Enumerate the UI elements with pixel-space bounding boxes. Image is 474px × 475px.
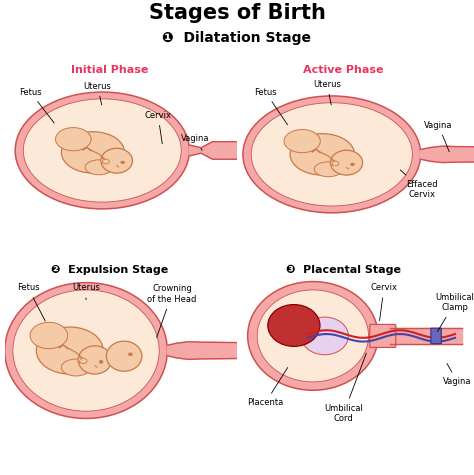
Text: Placenta: Placenta (247, 368, 288, 407)
Ellipse shape (257, 290, 369, 382)
Ellipse shape (301, 317, 348, 355)
Ellipse shape (36, 327, 103, 374)
Text: Vagina: Vagina (443, 363, 472, 386)
Text: Crowning
of the Head: Crowning of the Head (147, 285, 197, 337)
Ellipse shape (85, 160, 113, 175)
Ellipse shape (62, 359, 91, 376)
Ellipse shape (268, 304, 320, 346)
Ellipse shape (78, 357, 82, 363)
FancyBboxPatch shape (370, 324, 396, 347)
Ellipse shape (80, 358, 87, 363)
Text: Cervix: Cervix (371, 284, 397, 321)
Text: ❸  Placental Stage: ❸ Placental Stage (286, 265, 401, 275)
Ellipse shape (5, 283, 167, 418)
Text: Vagina: Vagina (181, 134, 210, 151)
Polygon shape (373, 329, 392, 343)
Text: Uterus: Uterus (84, 82, 111, 105)
Ellipse shape (243, 96, 421, 213)
Ellipse shape (106, 341, 142, 371)
Text: Uterus: Uterus (72, 284, 100, 300)
Text: Cervix: Cervix (145, 111, 172, 144)
Polygon shape (421, 146, 474, 162)
Ellipse shape (100, 158, 105, 163)
Ellipse shape (99, 361, 103, 363)
Ellipse shape (351, 163, 355, 166)
Ellipse shape (30, 323, 68, 349)
Polygon shape (390, 328, 462, 344)
Ellipse shape (251, 103, 412, 206)
Text: Uterus: Uterus (313, 80, 341, 105)
Ellipse shape (15, 92, 190, 209)
Ellipse shape (78, 346, 111, 374)
Ellipse shape (121, 161, 124, 163)
Text: Umbilical
Cord: Umbilical Cord (324, 353, 366, 423)
Text: Initial Phase: Initial Phase (71, 65, 148, 75)
Ellipse shape (102, 159, 109, 164)
Ellipse shape (101, 148, 132, 173)
Text: Fetus: Fetus (17, 284, 45, 321)
Ellipse shape (314, 162, 342, 177)
Text: Vagina: Vagina (424, 121, 453, 152)
Text: ❷  Expulsion Stage: ❷ Expulsion Stage (51, 265, 168, 275)
Ellipse shape (128, 353, 132, 356)
Ellipse shape (13, 290, 159, 411)
Text: Fetus: Fetus (19, 87, 54, 123)
Polygon shape (190, 142, 247, 159)
Polygon shape (373, 329, 392, 343)
Text: Fetus: Fetus (254, 87, 288, 125)
Text: Active Phase: Active Phase (303, 65, 384, 75)
Polygon shape (167, 342, 237, 359)
Ellipse shape (23, 99, 181, 202)
Ellipse shape (330, 150, 363, 175)
Text: Effaced
Cervix: Effaced Cervix (400, 170, 438, 199)
Text: Umbilical
Clamp: Umbilical Clamp (436, 293, 474, 332)
Ellipse shape (247, 282, 378, 390)
FancyBboxPatch shape (431, 328, 441, 343)
Ellipse shape (332, 161, 339, 166)
Ellipse shape (55, 128, 91, 151)
Ellipse shape (330, 160, 335, 165)
Ellipse shape (284, 130, 320, 153)
Ellipse shape (290, 133, 355, 175)
Text: ❶  Dilatation Stage: ❶ Dilatation Stage (163, 31, 311, 45)
Text: Stages of Birth: Stages of Birth (148, 3, 326, 23)
Ellipse shape (62, 132, 125, 173)
